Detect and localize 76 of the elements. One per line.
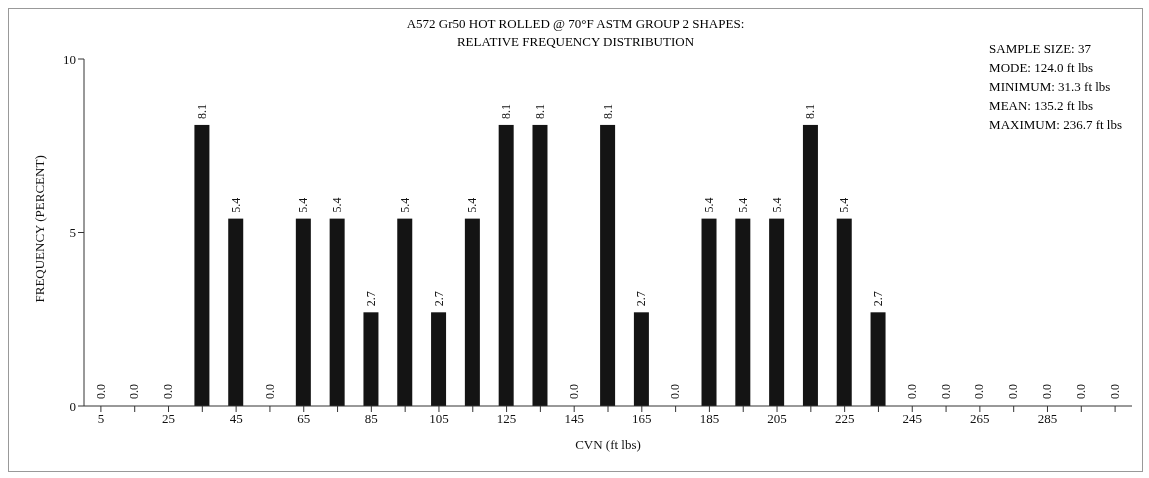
- bar: [228, 218, 244, 406]
- data-label: 8.1: [600, 103, 615, 119]
- text: SAMPLE SIZE: 37: [989, 40, 1092, 58]
- data-label: 5.4: [228, 197, 243, 213]
- data-label: 8.1: [803, 103, 818, 119]
- data-label: 2.7: [634, 291, 649, 307]
- data-label: 5.4: [465, 197, 480, 213]
- x-tick-label: 25: [162, 411, 176, 427]
- data-label: 0.0: [904, 384, 919, 399]
- bar: [464, 218, 480, 406]
- data-label: 8.1: [194, 103, 209, 119]
- bar: [769, 218, 785, 406]
- x-tick-label: 245: [902, 411, 923, 427]
- data-label: 5.4: [702, 197, 717, 213]
- data-label: 5.4: [397, 197, 412, 213]
- bar: [295, 218, 311, 406]
- data-label: 5.4: [735, 197, 750, 213]
- bar: [701, 218, 717, 406]
- data-label: 8.1: [499, 103, 514, 119]
- x-tick-label: 105: [429, 411, 449, 427]
- data-label: 5.4: [769, 197, 784, 213]
- bar: [329, 218, 345, 406]
- bar: [870, 312, 886, 406]
- y-tick-label: 0: [69, 398, 76, 414]
- annotation: MAXIMUM: 236.7 ft lbs: [989, 116, 1122, 134]
- data-label: 0.0: [1073, 384, 1088, 399]
- bar: [836, 218, 852, 406]
- x-tick-label: 145: [564, 411, 584, 427]
- bar: [397, 218, 413, 406]
- bar: [633, 312, 649, 406]
- x-tick-label: 85: [364, 411, 378, 427]
- x-tick-label: 5: [97, 411, 105, 427]
- data-label: 0.0: [1107, 384, 1122, 399]
- data-label: 8.1: [532, 103, 547, 119]
- data-label: 0.0: [668, 384, 683, 399]
- data-label: 5.4: [330, 197, 345, 213]
- bar: [735, 218, 751, 406]
- data-label: 0.0: [972, 384, 987, 399]
- y-tick-label: 5: [69, 225, 76, 241]
- data-label: 2.7: [871, 291, 886, 307]
- data-label: 2.7: [363, 291, 378, 307]
- data-label: 0.0: [1006, 384, 1021, 399]
- data-label: 0.0: [161, 384, 176, 399]
- annotation: MODE: 124.0 ft lbs: [989, 59, 1095, 77]
- data-label: 0.0: [566, 384, 581, 399]
- bar: [802, 124, 818, 406]
- x-tick-label: 45: [229, 411, 243, 427]
- data-label: 0.0: [1040, 384, 1055, 399]
- x-tick-label: 285: [1037, 411, 1058, 427]
- x-tick-label: 65: [297, 411, 311, 427]
- x-axis-title: CVN (ft lbs): [575, 437, 641, 452]
- x-tick-label: 165: [632, 411, 652, 427]
- data-label: 2.7: [431, 291, 446, 307]
- x-tick-label: 225: [834, 411, 855, 427]
- y-tick-label: 10: [63, 51, 76, 67]
- x-tick-label: 185: [699, 411, 720, 427]
- y-axis-title: FREQUENCY (PERCENT): [31, 155, 47, 303]
- x-tick-label: 205: [767, 411, 787, 427]
- bar: [532, 124, 548, 406]
- data-label: 5.4: [296, 197, 311, 213]
- annotation: MINIMUM: 31.3 ft lbs: [989, 78, 1112, 96]
- data-label: 0.0: [262, 384, 277, 399]
- x-tick-label: 265: [970, 411, 990, 427]
- chart-subtitle: RELATIVE FREQUENCY DISTRIBUTION: [456, 34, 695, 49]
- data-label: 5.4: [837, 197, 852, 213]
- data-label: 0.0: [938, 384, 953, 399]
- chart-title: A572 Gr50 HOT ROLLED @ 70°F ASTM GROUP 2 SHAPES:: [405, 15, 746, 33]
- data-label: 0.0: [127, 384, 142, 399]
- bar: [600, 124, 616, 406]
- data-label: 0.0: [93, 384, 108, 399]
- bar: [363, 312, 379, 406]
- bar: [431, 312, 447, 406]
- annotation: MEAN: 135.2 ft lbs: [989, 97, 1095, 115]
- x-tick-label: 125: [496, 411, 517, 427]
- bar: [498, 124, 514, 406]
- bar: [194, 124, 210, 406]
